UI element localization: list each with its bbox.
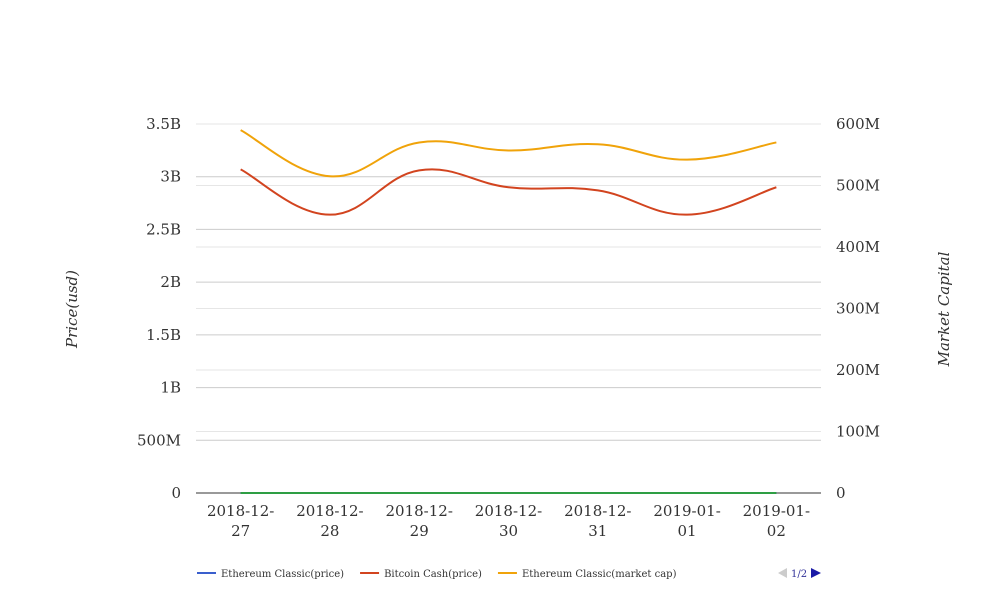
- x-tick-label: 2019-01-02: [743, 502, 810, 540]
- right-tick-label: 200M: [836, 361, 880, 379]
- left-tick-label: 1.5B: [146, 326, 181, 344]
- right-tick-label: 600M: [836, 115, 880, 133]
- right-tick-label: 400M: [836, 238, 880, 256]
- legend-pager: 1/2: [778, 568, 821, 580]
- x-tick-label: 2018-12-29: [386, 502, 453, 540]
- right-tick-label: 500M: [836, 177, 880, 195]
- left-tick-label: 3.5B: [146, 115, 181, 133]
- left-axis-ticks: 0 500M 1B 1.5B 2B 2.5B 3B 3.5B: [137, 115, 181, 502]
- series-line-2: [240, 129, 777, 178]
- x-tick-label: 2018-12-27: [207, 502, 274, 540]
- grid-lines: [196, 123, 821, 494]
- left-tick-label: 500M: [137, 431, 181, 449]
- legend-item-label[interactable]: Ethereum Classic(market cap): [522, 569, 677, 580]
- legend-page-indicator: 1/2: [791, 569, 807, 580]
- left-tick-label: 2.5B: [146, 220, 181, 238]
- right-axis-ticks: 0 100M 200M 300M 400M 500M 600M: [836, 115, 880, 502]
- right-tick-label: 300M: [836, 300, 880, 318]
- left-tick-label: 2B: [160, 273, 181, 291]
- x-tick-label: 2018-12-30: [475, 502, 542, 540]
- x-tick-label: 2019-01-01: [653, 502, 720, 540]
- legend-prev-arrow-icon[interactable]: [778, 568, 787, 578]
- left-tick-label: 1B: [160, 379, 181, 397]
- series-lines: [240, 129, 777, 495]
- left-tick-label: 0: [171, 484, 181, 502]
- legend-next-arrow-icon[interactable]: [811, 568, 821, 578]
- right-tick-label: 100M: [836, 423, 880, 441]
- left-axis-title: Price(usd): [63, 270, 81, 349]
- left-tick-label: 3B: [160, 168, 181, 186]
- x-axis-ticks: 2018-12-27 2018-12-28 2018-12-29 2018-12-30…: [207, 502, 810, 540]
- right-tick-label: 0: [836, 484, 846, 502]
- legend-item-label[interactable]: Bitcoin Cash(price): [384, 569, 482, 580]
- x-tick-label: 2018-12-28: [296, 502, 363, 540]
- right-axis-title: Market Capital: [935, 251, 953, 367]
- legend: Ethereum Classic(price) Bitcoin Cash(pric…: [197, 569, 677, 580]
- legend-item-label[interactable]: Ethereum Classic(price): [221, 569, 344, 580]
- x-tick-label: 2018-12-31: [564, 502, 631, 540]
- series-line-1: [240, 168, 777, 216]
